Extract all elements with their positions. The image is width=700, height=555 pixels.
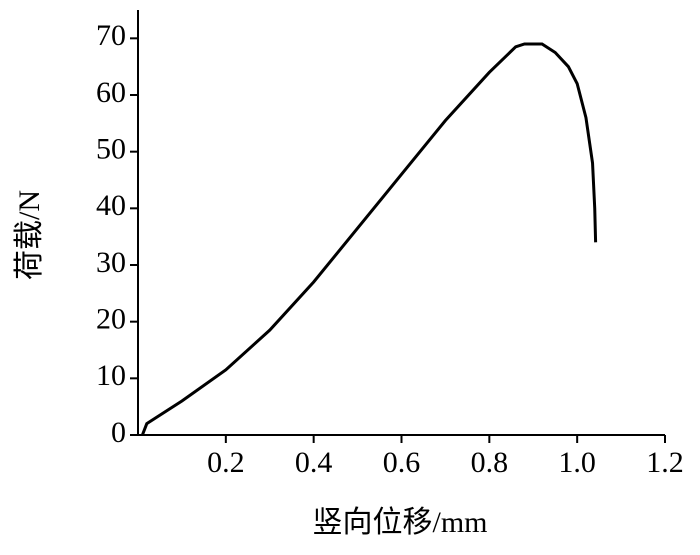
y-tick-label: 40 — [96, 189, 126, 222]
x-axis-label: 竖向位移/mm — [312, 506, 487, 539]
x-tick-label: 1.2 — [646, 446, 684, 479]
x-tick-label: 0.4 — [295, 446, 333, 479]
y-tick-label: 70 — [96, 19, 126, 52]
x-tick-label: 0.8 — [471, 446, 509, 479]
x-tick-label: 0.2 — [207, 446, 245, 479]
y-tick-label: 30 — [96, 246, 126, 279]
y-tick-label: 0 — [111, 416, 126, 449]
y-tick-label: 50 — [96, 133, 126, 166]
data-line — [140, 42, 598, 436]
y-tick-label: 20 — [96, 303, 126, 336]
y-tick-label: 60 — [96, 76, 126, 109]
y-axis-label: 荷载/N — [13, 190, 46, 280]
y-tick-label: 10 — [96, 359, 126, 392]
x-tick-label: 0.6 — [383, 446, 421, 479]
x-tick-label: 1.0 — [558, 446, 596, 479]
